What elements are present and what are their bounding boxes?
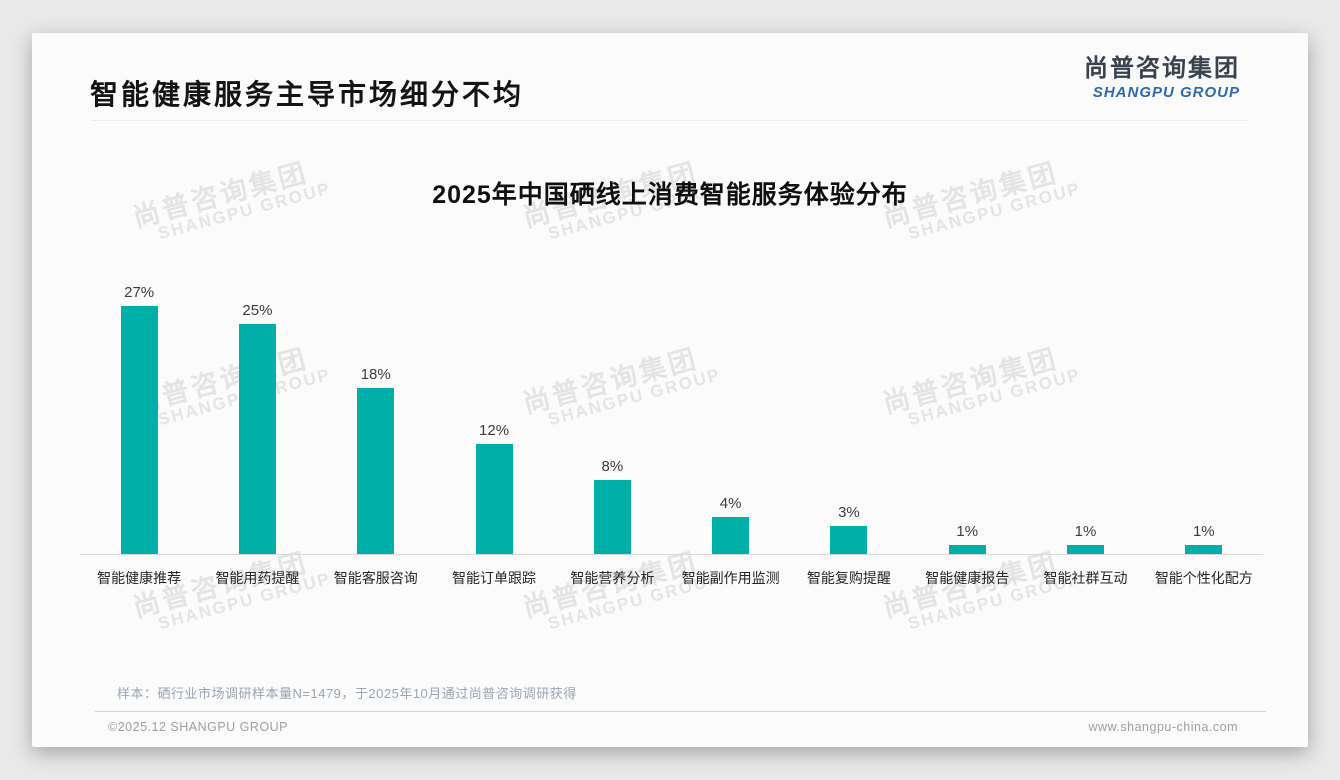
bar (830, 526, 868, 554)
category-label: 智能复购提醒 (806, 570, 891, 586)
bar-value-label: 27% (124, 283, 155, 301)
logo-chinese-text: 尚普咨询集团 (1084, 55, 1240, 82)
bar-column: 18% (317, 366, 435, 554)
header-divider (92, 120, 1248, 121)
category-label: 智能社群互动 (1043, 570, 1128, 586)
bar-value-label: 12% (479, 421, 510, 439)
bar-column: 4% (671, 495, 789, 554)
bar (238, 324, 276, 554)
bar-column: 27% (80, 284, 198, 554)
bar (1067, 544, 1105, 554)
category-label: 智能健康报告 (925, 570, 1010, 586)
copyright-text: ©2025.12 SHANGPU GROUP (108, 720, 288, 734)
bar-column: 1% (1026, 523, 1144, 554)
bar (1185, 544, 1223, 554)
bar-value-label: 4% (719, 495, 742, 513)
bar (475, 443, 513, 554)
bar-value-label: 1% (1074, 522, 1097, 540)
company-logo: 尚普咨询集团 SHANGPU GROUP (1084, 55, 1240, 101)
category-label: 智能订单跟踪 (452, 570, 537, 586)
bar-column: 3% (790, 504, 908, 554)
slide-card: 尚普咨询集团 SHANGPU GROUP 尚普咨询集团 SHANGPU GROUP 尚普… (32, 33, 1308, 747)
bar-value-label: 8% (601, 458, 624, 476)
category-label: 智能客服咨询 (333, 570, 418, 586)
bar (948, 544, 986, 554)
bar (593, 480, 631, 554)
bar-chart: 27% 25% 18% 12% 8% 4% 3% 1% 1% 1% 智能健康推荐 智能用药提醒 智能客… (80, 283, 1263, 588)
bar-value-label: 1% (956, 522, 979, 540)
bar-column: 1% (1145, 523, 1263, 554)
bar-column: 8% (553, 458, 671, 554)
sample-note: 样本：硒行业市场调研样本量N=1479，于2025年10月通过尚普咨询调研获得 (117, 686, 577, 701)
category-label: 智能用药提醒 (215, 570, 300, 586)
category-label: 智能个性化配方 (1154, 570, 1253, 586)
chart-title: 2025年中国硒线上消费智能服务体验分布 (432, 181, 908, 209)
bar-column: 12% (435, 422, 553, 554)
page-title: 智能健康服务主导市场细分不均 (90, 79, 525, 110)
bar-value-label: 3% (838, 504, 860, 522)
bar-value-label: 18% (360, 366, 391, 384)
chart-plot-area: 27% 25% 18% 12% 8% 4% 3% 1% 1% 1% (80, 283, 1263, 555)
footer-divider (95, 711, 1266, 712)
bar (120, 305, 158, 554)
category-label: 智能副作用监测 (681, 570, 780, 586)
bar-value-label: 25% (242, 302, 273, 319)
logo-english-text: SHANGPU GROUP (1092, 83, 1240, 101)
category-label: 智能健康推荐 (97, 570, 182, 586)
x-axis-labels: 智能健康推荐 智能用药提醒 智能客服咨询 智能订单跟踪 智能营养分析 智能副作用监测 智能复… (80, 568, 1263, 588)
category-label: 智能营养分析 (570, 570, 655, 586)
bar-column: 1% (908, 523, 1026, 554)
bar (357, 388, 395, 554)
website-text: www.shangpu-china.com (1088, 720, 1238, 734)
bar-column: 25% (198, 302, 316, 554)
bar-value-label: 1% (1192, 522, 1215, 540)
bar (712, 517, 750, 554)
